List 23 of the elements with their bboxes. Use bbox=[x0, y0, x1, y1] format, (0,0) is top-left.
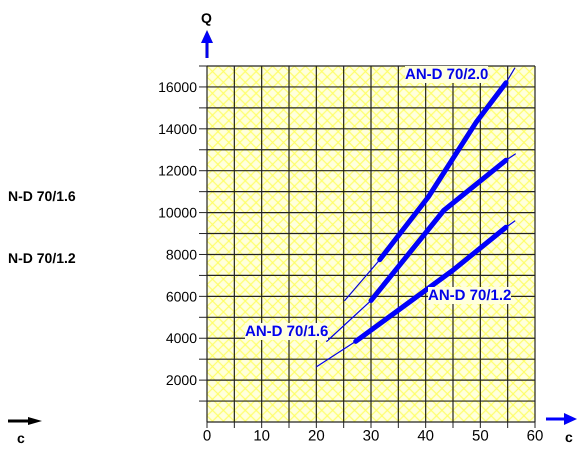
x-tick-label: 20 bbox=[308, 428, 325, 445]
y-tick-label: 12000 bbox=[158, 162, 198, 179]
x-tick-label: 0 bbox=[202, 428, 212, 445]
series-label: AN-D 70/2.0 bbox=[405, 66, 488, 83]
series-label: AN-D 70/1.6 bbox=[245, 323, 328, 340]
x-tick-label: 30 bbox=[362, 428, 380, 445]
y-axis-title: Q bbox=[201, 10, 212, 26]
x-tick-label: 60 bbox=[526, 428, 544, 445]
y-tick-label: 6000 bbox=[166, 288, 198, 304]
x-tick-label: 50 bbox=[472, 428, 489, 445]
text: N-D 70/1.2 bbox=[8, 250, 76, 266]
x-tick-label: 10 bbox=[253, 428, 270, 445]
x-axis-title: c bbox=[565, 429, 573, 445]
y-tick-label: 14000 bbox=[158, 120, 198, 137]
y-tick-label: 16000 bbox=[158, 78, 198, 95]
text: c bbox=[17, 430, 25, 446]
y-tick-label: 8000 bbox=[166, 246, 198, 262]
series-label: AN-D 70/1.2 bbox=[428, 287, 512, 304]
y-tick-label: 4000 bbox=[166, 330, 198, 346]
x-tick-label: 40 bbox=[417, 428, 434, 445]
y-tick-label: 10000 bbox=[158, 204, 198, 221]
text: N-D 70/1.6 bbox=[8, 188, 76, 204]
y-tick-label: 2000 bbox=[166, 372, 198, 388]
